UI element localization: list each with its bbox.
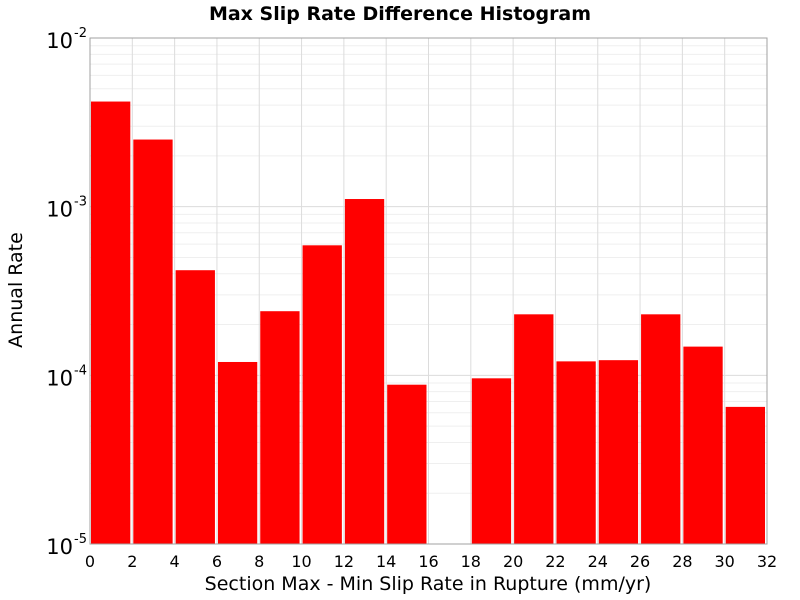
- y-tick-label: 10 -3: [46, 195, 87, 222]
- bar-14: [683, 346, 723, 544]
- x-tick-label: 8: [254, 552, 264, 571]
- plot-frame: [89, 37, 768, 545]
- bar-12: [598, 360, 639, 544]
- bar-0: [91, 101, 131, 544]
- y-tick-base: 10: [46, 366, 73, 390]
- bar-9: [471, 378, 512, 544]
- y-axis-label: Annual Rate: [5, 232, 27, 348]
- y-axis-ticks: 10-510-410-310-2: [46, 26, 87, 559]
- bar-2: [175, 270, 215, 544]
- y-tick-exponent: -4: [74, 363, 87, 378]
- bar-13: [641, 314, 681, 544]
- bar-6: [344, 199, 385, 544]
- x-axis-ticks: 0 2 4 6 8 10 12 14 16 18 20 22 24 26 28 30 32: [85, 552, 777, 571]
- x-tick-label: 26: [630, 552, 650, 571]
- y-tick-base: 10: [46, 29, 73, 53]
- bar-15: [725, 406, 765, 544]
- x-tick-label: 4: [170, 552, 180, 571]
- x-tick-label: 18: [461, 552, 481, 571]
- y-tick-exponent: -5: [74, 532, 87, 547]
- bar-1: [133, 139, 173, 544]
- y-tick-base: 10: [46, 535, 73, 559]
- bar-4: [260, 311, 300, 544]
- y-tick-exponent: -2: [74, 26, 87, 41]
- y-tick-label: 10 -5: [46, 532, 87, 559]
- x-tick-label: 14: [376, 552, 396, 571]
- bar-11: [556, 361, 596, 544]
- x-tick-label: 32: [757, 552, 777, 571]
- x-axis-label: Section Max - Min Slip Rate in Rupture (…: [205, 573, 652, 595]
- x-tick-label: 10: [291, 552, 311, 571]
- x-tick-label: 12: [334, 552, 354, 571]
- bar-7: [387, 384, 427, 544]
- x-tick-label: 20: [503, 552, 523, 571]
- x-tick-label: 2: [127, 552, 137, 571]
- x-tick-label: 28: [672, 552, 692, 571]
- bar-5: [302, 245, 342, 545]
- x-tick-label: 6: [212, 552, 222, 571]
- bar-10: [514, 314, 554, 544]
- y-tick-exponent: -3: [74, 195, 87, 210]
- chart-title: Max Slip Rate Difference Histogram: [209, 3, 591, 25]
- x-tick-label: 0: [85, 552, 95, 571]
- x-tick-label: 22: [545, 552, 565, 571]
- y-tick-base: 10: [46, 198, 73, 222]
- y-tick-label: 10 -2: [46, 26, 87, 53]
- x-tick-label: 16: [418, 552, 438, 571]
- x-tick-label: 24: [588, 552, 608, 571]
- y-tick-label: 10 -4: [46, 363, 87, 390]
- bars: [91, 101, 765, 545]
- x-tick-label: 30: [715, 552, 735, 571]
- bar-3: [217, 361, 258, 544]
